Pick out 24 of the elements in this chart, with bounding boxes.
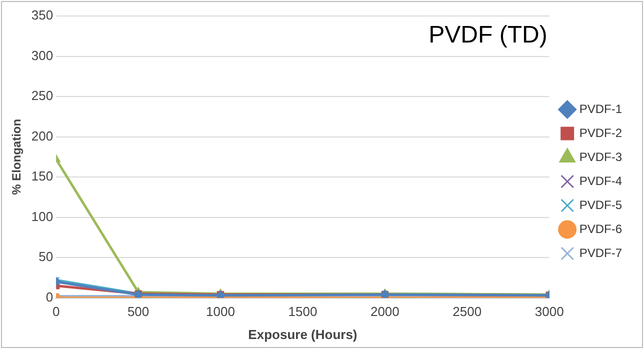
y-tick-label: 300 (31, 48, 54, 63)
x-axis-title: Exposure (Hours) (248, 326, 358, 342)
y-tick-label: 150 (31, 168, 54, 184)
x-tick-label: 3000 (534, 304, 564, 320)
legend-label: PVDF-4 (579, 174, 622, 188)
y-tick-label: 100 (31, 208, 54, 224)
x-tick-label: 1500 (288, 304, 318, 320)
legend-label: PVDF-3 (579, 150, 622, 164)
x-tick-label: 1000 (206, 304, 235, 320)
legend-label: PVDF-2 (579, 126, 622, 140)
legend-label: PVDF-6 (579, 222, 622, 236)
x-tick-label: 2500 (452, 304, 482, 320)
y-tick-label: 350 (31, 8, 54, 23)
chart-title: PVDF (TD) (428, 22, 548, 49)
y-tick-label: 0 (46, 289, 54, 304)
x-tick-label: 500 (127, 304, 150, 320)
y-tick-label: 250 (31, 88, 54, 104)
x-tick-label: 2000 (370, 304, 400, 320)
legend-label: PVDF-5 (579, 198, 622, 212)
y-tick-label: 200 (31, 128, 54, 144)
legend-label: PVDF-1 (579, 102, 622, 116)
y-tick-label: 50 (38, 249, 54, 264)
y-axis-title: % Elongation (10, 118, 24, 195)
legend-label: PVDF-7 (579, 246, 622, 260)
